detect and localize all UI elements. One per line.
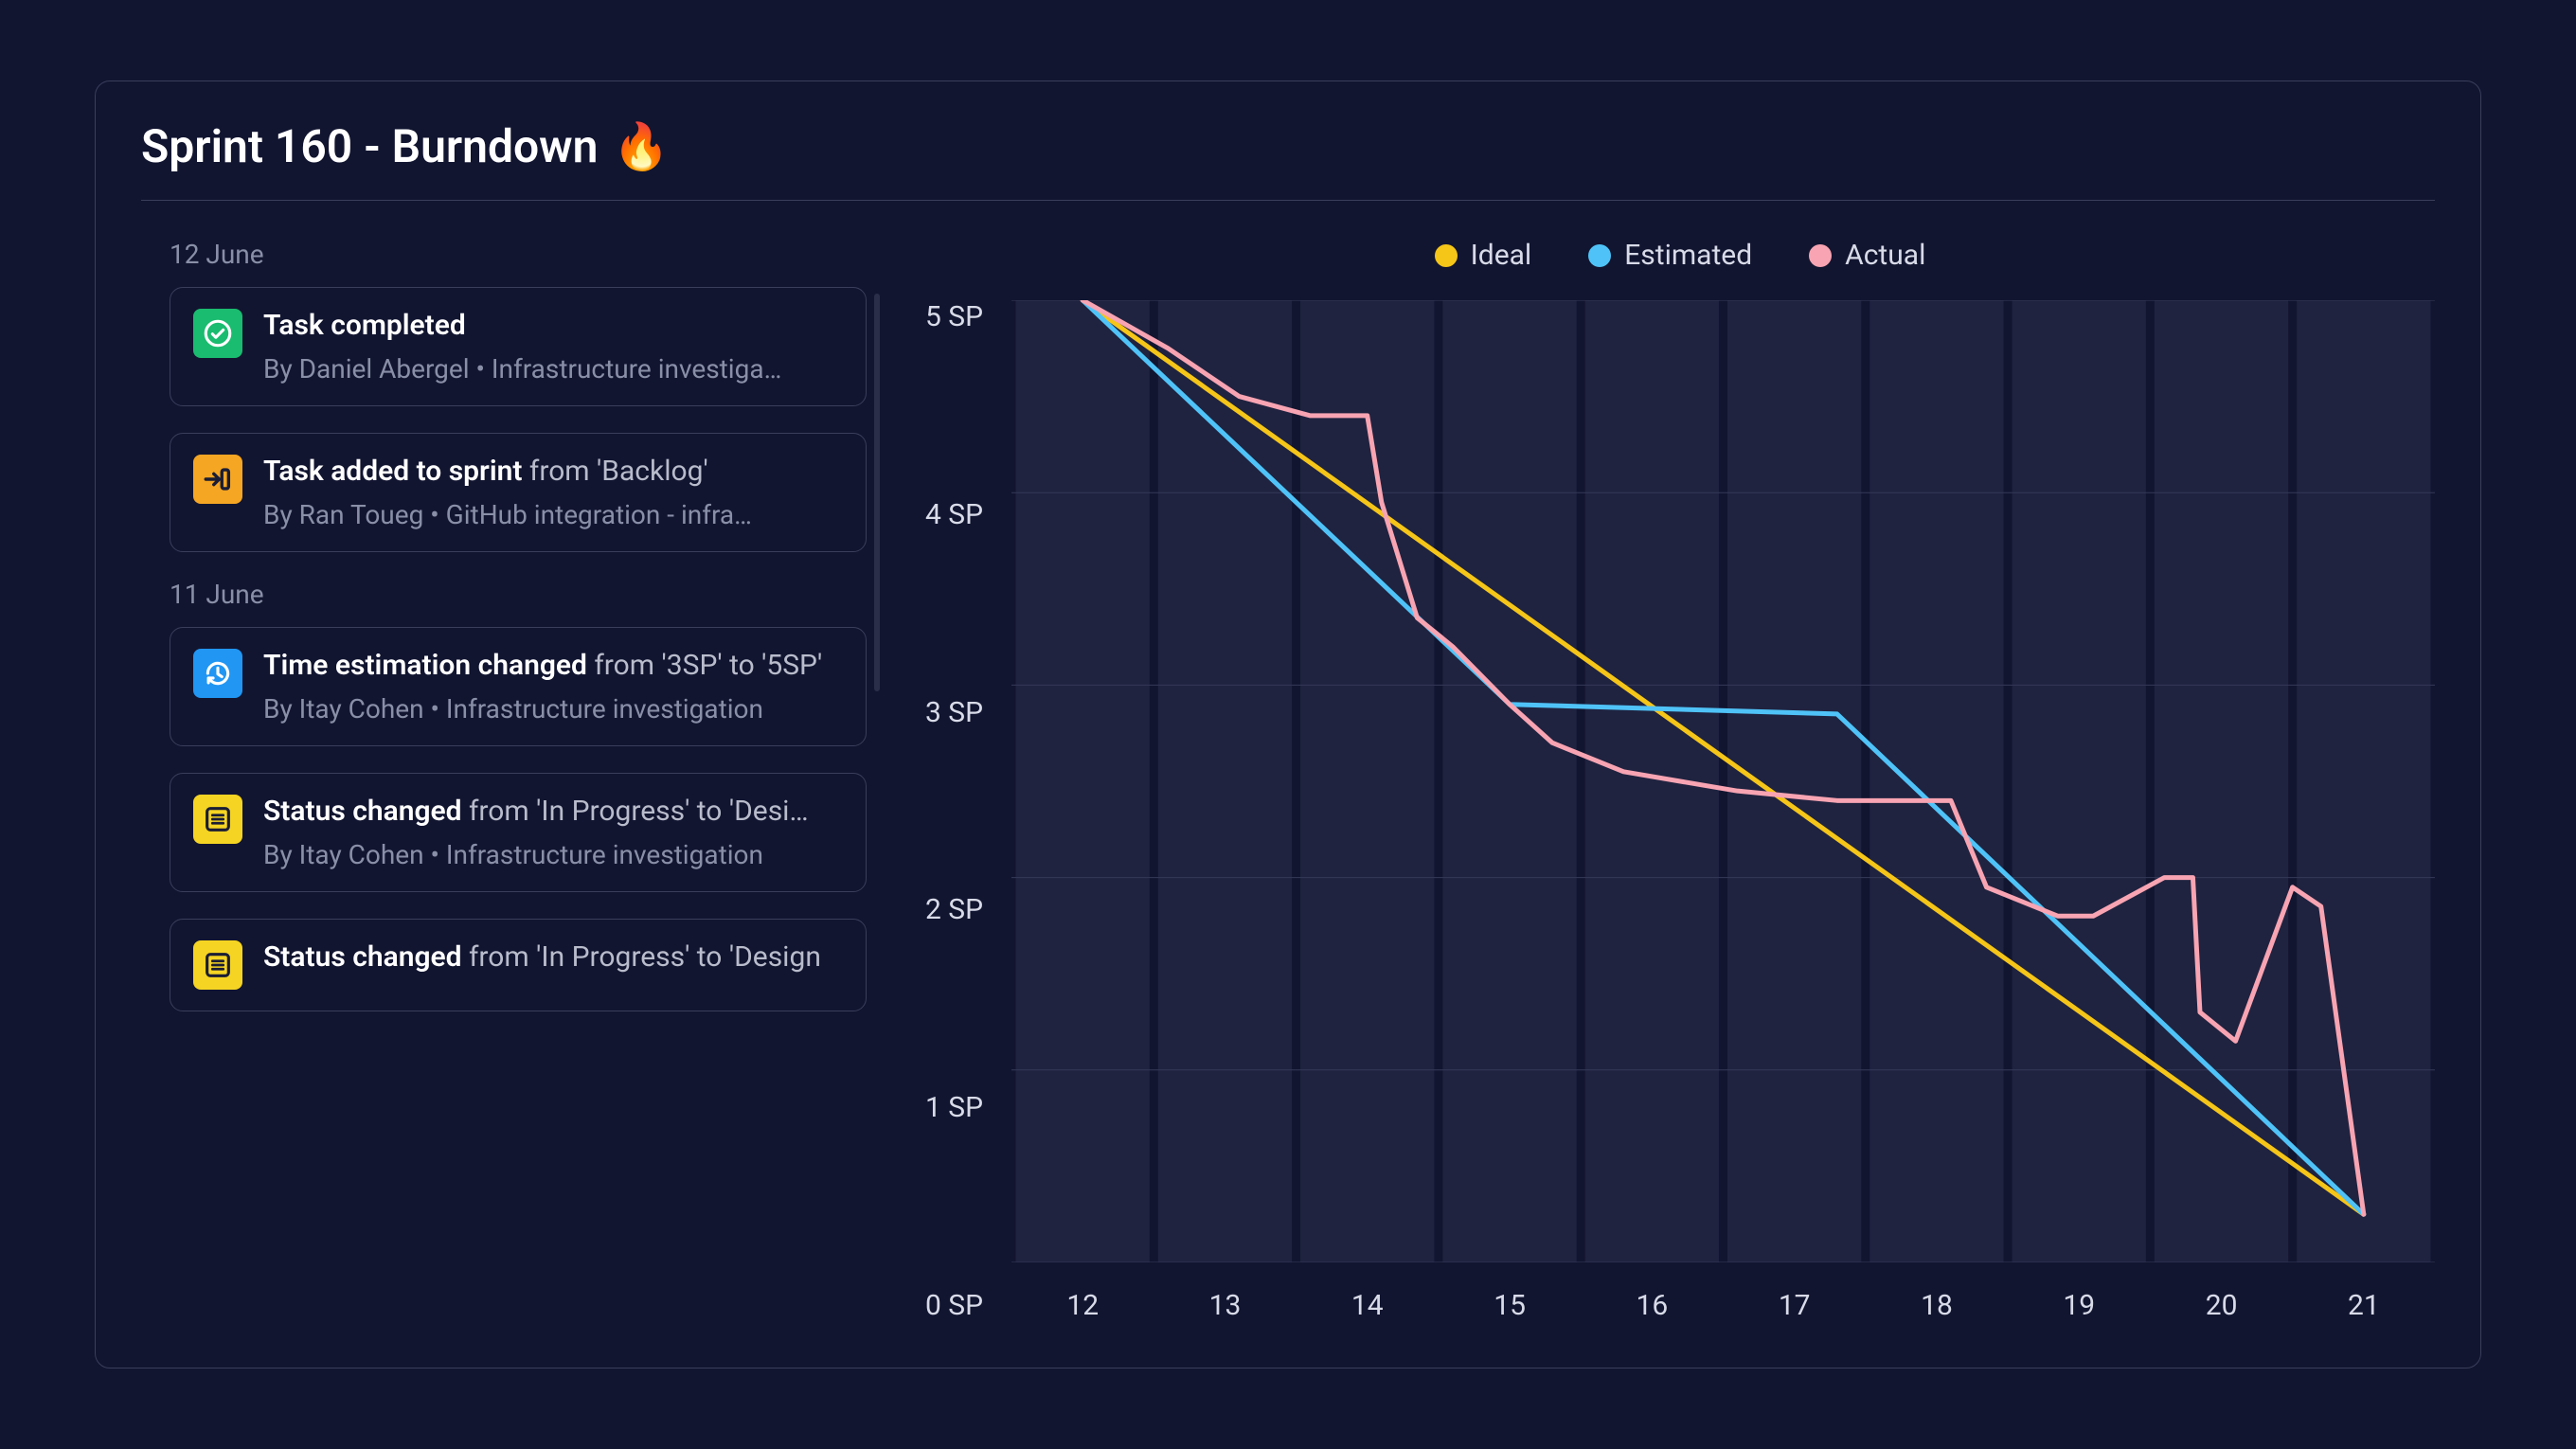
activity-text: Status changed from 'In Progress' to 'De… <box>263 795 843 870</box>
activity-subtitle: By Ran Toueg • GitHub integration - infr… <box>263 499 843 530</box>
x-tick-label: 20 <box>2150 1289 2292 1322</box>
panel-title: Sprint 160 - Burndown 🔥 <box>141 119 2435 201</box>
chart-column: Ideal Estimated Actual 5 SP 4 SP 3 SP 2 SP 1 S… <box>925 239 2435 1322</box>
activity-card[interactable]: Task added to sprint from 'Backlog' By R… <box>170 433 867 552</box>
activity-text: Status changed from 'In Progress' to 'De… <box>263 940 843 990</box>
y-axis: 5 SP 4 SP 3 SP 2 SP 1 SP 0 SP <box>925 300 1011 1322</box>
x-tick-label: 19 <box>2008 1289 2150 1322</box>
activity-card[interactable]: Status changed from 'In Progress' to 'De… <box>170 773 867 892</box>
activity-scrollbar[interactable] <box>874 294 880 691</box>
activity-subtitle: By Itay Cohen • Infrastructure investiga… <box>263 839 843 870</box>
legend-dot-icon <box>1435 244 1458 267</box>
chart-area: 5 SP 4 SP 3 SP 2 SP 1 SP 0 SP 121314151617181… <box>925 300 2435 1322</box>
activity-text: Time estimation changed from '3SP' to '5… <box>263 649 843 724</box>
fire-icon: 🔥 <box>613 119 670 173</box>
x-tick-label: 12 <box>1011 1289 1154 1322</box>
y-tick-label: 1 SP <box>925 1091 983 1124</box>
legend-label: Ideal <box>1471 239 1532 272</box>
legend-label: Actual <box>1845 239 1925 272</box>
list-lines-icon <box>193 940 242 990</box>
activity-date-label: 11 June <box>170 579 867 610</box>
activity-title: Task added to sprint from 'Backlog' <box>263 455 843 488</box>
activity-card[interactable]: Time estimation changed from '3SP' to '5… <box>170 627 867 746</box>
x-axis: 12131415161718192021 <box>1011 1262 2435 1322</box>
x-tick-label: 15 <box>1439 1289 1581 1322</box>
legend-dot-icon <box>1588 244 1611 267</box>
activity-title: Status changed from 'In Progress' to 'De… <box>263 940 843 974</box>
activity-subtitle: By Daniel Abergel • Infrastructure inves… <box>263 353 843 385</box>
activity-text: Task completed By Daniel Abergel • Infra… <box>263 309 843 385</box>
y-tick-label: 2 SP <box>925 893 983 926</box>
activity-text: Task added to sprint from 'Backlog' By R… <box>263 455 843 530</box>
clock-history-icon <box>193 649 242 698</box>
legend-item[interactable]: Estimated <box>1588 239 1752 272</box>
y-tick-label: 0 SP <box>925 1289 983 1322</box>
activity-title: Time estimation changed from '3SP' to '5… <box>263 649 843 682</box>
title-text: Sprint 160 - Burndown <box>141 119 598 173</box>
x-tick-label: 17 <box>1724 1289 1866 1322</box>
activity-subtitle: By Itay Cohen • Infrastructure investiga… <box>263 693 843 724</box>
legend-dot-icon <box>1809 244 1832 267</box>
burndown-plot <box>1011 300 2435 1262</box>
x-tick-label: 13 <box>1154 1289 1296 1322</box>
activity-column: 12 June Task completed By Daniel Abergel… <box>141 239 880 1322</box>
x-tick-label: 14 <box>1297 1289 1439 1322</box>
activity-title: Status changed from 'In Progress' to 'De… <box>263 795 843 828</box>
activity-title: Task completed <box>263 309 843 342</box>
x-tick-label: 18 <box>1866 1289 2008 1322</box>
legend-label: Estimated <box>1624 239 1752 272</box>
legend-item[interactable]: Ideal <box>1435 239 1532 272</box>
check-circle-icon <box>193 309 242 358</box>
y-tick-label: 5 SP <box>925 300 983 333</box>
y-tick-label: 4 SP <box>925 498 983 531</box>
legend-item[interactable]: Actual <box>1809 239 1925 272</box>
plot-wrap: 12131415161718192021 <box>1011 300 2435 1322</box>
y-tick-label: 3 SP <box>925 696 983 729</box>
activity-list[interactable]: 12 June Task completed By Daniel Abergel… <box>141 239 867 1322</box>
activity-date-label: 12 June <box>170 239 867 270</box>
x-tick-label: 21 <box>2293 1289 2435 1322</box>
panel-body: 12 June Task completed By Daniel Abergel… <box>141 201 2435 1322</box>
list-lines-icon <box>193 795 242 844</box>
x-tick-label: 16 <box>1581 1289 1723 1322</box>
burndown-panel: Sprint 160 - Burndown 🔥 12 June Task com… <box>95 80 2481 1368</box>
activity-card[interactable]: Status changed from 'In Progress' to 'De… <box>170 919 867 1011</box>
move-in-icon <box>193 455 242 504</box>
chart-legend: Ideal Estimated Actual <box>925 239 2435 272</box>
activity-card[interactable]: Task completed By Daniel Abergel • Infra… <box>170 287 867 406</box>
